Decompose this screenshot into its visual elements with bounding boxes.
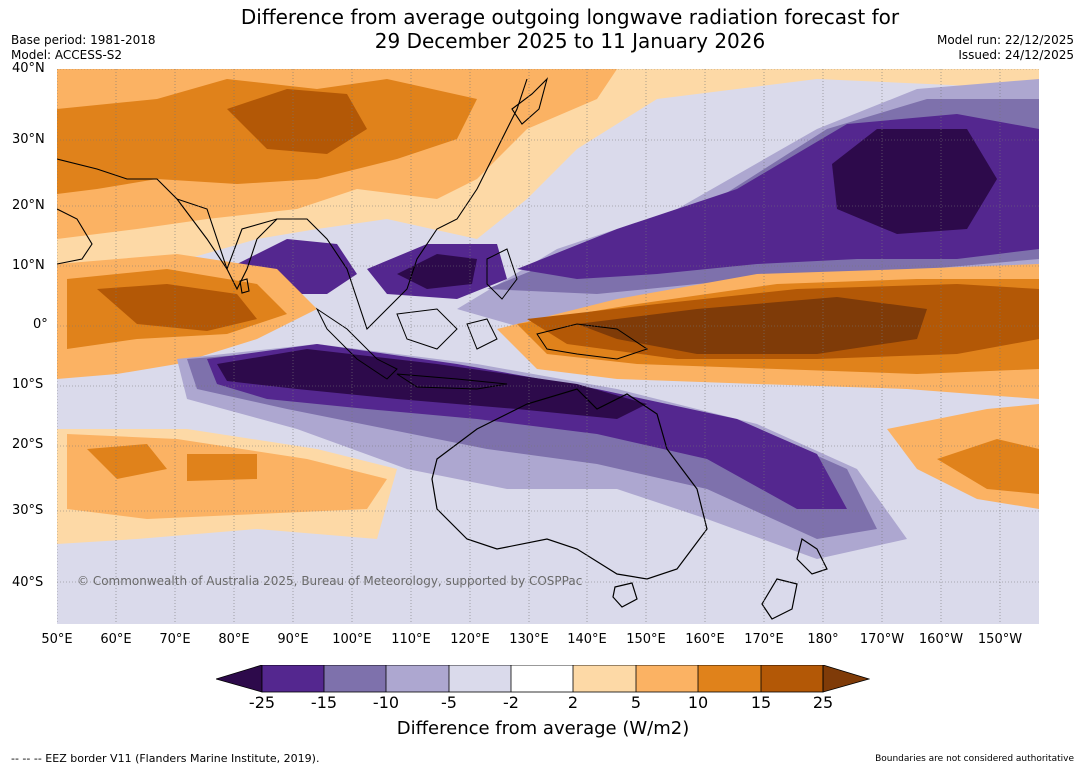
copyright-notice: © Commonwealth of Australia 2025, Bureau…	[77, 574, 583, 588]
lon-label-160w: 160°W	[918, 632, 964, 647]
lon-label-60e: 60°E	[100, 632, 132, 647]
colorbar-10-15	[698, 665, 761, 692]
colorbar-tick-m10: -10	[372, 693, 400, 712]
title-line-1: Difference from average outgoing longwav…	[240, 5, 900, 29]
anomaly-pacific-equatorial-deep-brown	[577, 297, 927, 354]
lon-label-150e: 150°E	[626, 632, 666, 647]
lat-label-30n: 30°N	[12, 132, 45, 147]
colorbar-dividers	[323, 665, 762, 692]
lon-label-170w: 170°W	[859, 632, 905, 647]
colorbar-m10-m5	[386, 665, 449, 692]
map-title: Difference from average outgoing longwav…	[160, 5, 980, 53]
colorbar-m5-m2	[449, 665, 511, 692]
anomaly-indian-ocean-brown	[97, 284, 257, 331]
asia-coastline	[57, 78, 528, 331]
colorbar-tick-m5: -5	[441, 693, 457, 712]
lon-label-110e: 110°E	[391, 632, 431, 647]
colorbar-5-10	[636, 665, 698, 692]
australia-outline	[431, 388, 708, 580]
lon-label-70e: 70°E	[159, 632, 191, 647]
colorbar	[214, 664, 871, 697]
lon-label-180: 180°	[807, 632, 839, 647]
maritime-continent-outline	[315, 248, 649, 390]
lon-label-150w: 150°W	[977, 632, 1023, 647]
colorbar-tick-2: 2	[567, 693, 579, 712]
meta-left: Base period: 1981-2018 Model: ACCESS-S2	[11, 33, 156, 63]
colorbar-lt-25	[214, 664, 263, 693]
eez-border-note: -- -- -- EEZ border V11 (Flanders Marine…	[11, 752, 320, 765]
new-zealand-outline	[761, 538, 828, 620]
graticule	[57, 69, 1039, 624]
issued-date: Issued: 24/12/2025	[958, 48, 1074, 62]
colorbar-2-5	[573, 665, 636, 692]
title-line-2: 29 December 2025 to 11 January 2026	[374, 29, 766, 53]
meta-right: Model run: 22/12/2025 Issued: 24/12/2025	[937, 33, 1074, 63]
colorbar-tick-5: 5	[630, 693, 642, 712]
lat-label-30s: 30°S	[12, 503, 44, 518]
lon-label-80e: 80°E	[218, 632, 250, 647]
colorbar-tick-m15: -15	[310, 693, 338, 712]
lon-label-140e: 140°E	[567, 632, 607, 647]
base-period: Base period: 1981-2018	[11, 33, 156, 47]
lat-label-10s: 10°S	[12, 377, 44, 392]
japan-outline	[511, 77, 549, 125]
colorbar-m2-2	[511, 665, 573, 692]
lon-label-100e: 100°E	[332, 632, 372, 647]
lon-label-50e: 50°E	[41, 632, 73, 647]
sri-lanka-outline	[239, 278, 250, 294]
model-name: Model: ACCESS-S2	[11, 48, 123, 62]
lon-label-120e: 120°E	[450, 632, 490, 647]
colorbar-title: Difference from average (W/m2)	[396, 718, 690, 739]
colorbar-tick-15: 15	[750, 693, 772, 712]
colorbar-svg	[214, 664, 871, 693]
olr-anomaly-map	[57, 69, 1039, 624]
colorbar-tick-10: 10	[687, 693, 709, 712]
colorbar-m25-m15	[262, 665, 324, 692]
lon-label-170e: 170°E	[744, 632, 784, 647]
colorbar-frame	[261, 664, 824, 693]
lon-label-160e: 160°E	[685, 632, 725, 647]
anomaly-south-china-sea-deep	[397, 254, 477, 289]
anomaly-south-deep	[217, 349, 647, 419]
arabia-africa-outline	[57, 208, 93, 265]
colorbar-tick-m2: -2	[503, 693, 519, 712]
colorbar-15-25	[761, 665, 823, 692]
lat-label-40n: 40°N	[12, 61, 45, 76]
lat-label-40s: 40°S	[12, 575, 44, 590]
anomaly-south-pacific-dark-orange	[937, 439, 1039, 494]
lat-label-20n: 20°N	[12, 198, 45, 213]
anomaly-south-indian-dark-orange	[87, 444, 257, 481]
anomaly-north-pacific-deep	[832, 129, 997, 234]
lon-label-130e: 130°E	[509, 632, 549, 647]
colorbar-m15-m10	[324, 665, 386, 692]
tasmania-outline	[612, 582, 638, 608]
lat-label-equator: 0°	[33, 317, 48, 332]
map-canvas	[57, 69, 1039, 624]
colorbar-tick-25: 25	[812, 693, 834, 712]
india-outline	[176, 198, 278, 291]
colorbar-tick-m25: -25	[248, 693, 276, 712]
colorbar-gt-25	[822, 664, 871, 693]
anomaly-tibet-brown	[227, 89, 367, 154]
lat-label-20s: 20°S	[12, 437, 44, 452]
lat-label-10n: 10°N	[12, 258, 45, 273]
model-run: Model run: 22/12/2025	[936, 33, 1074, 47]
boundaries-disclaimer: Boundaries are not considered authoritat…	[875, 754, 1074, 764]
lon-label-90e: 90°E	[277, 632, 309, 647]
